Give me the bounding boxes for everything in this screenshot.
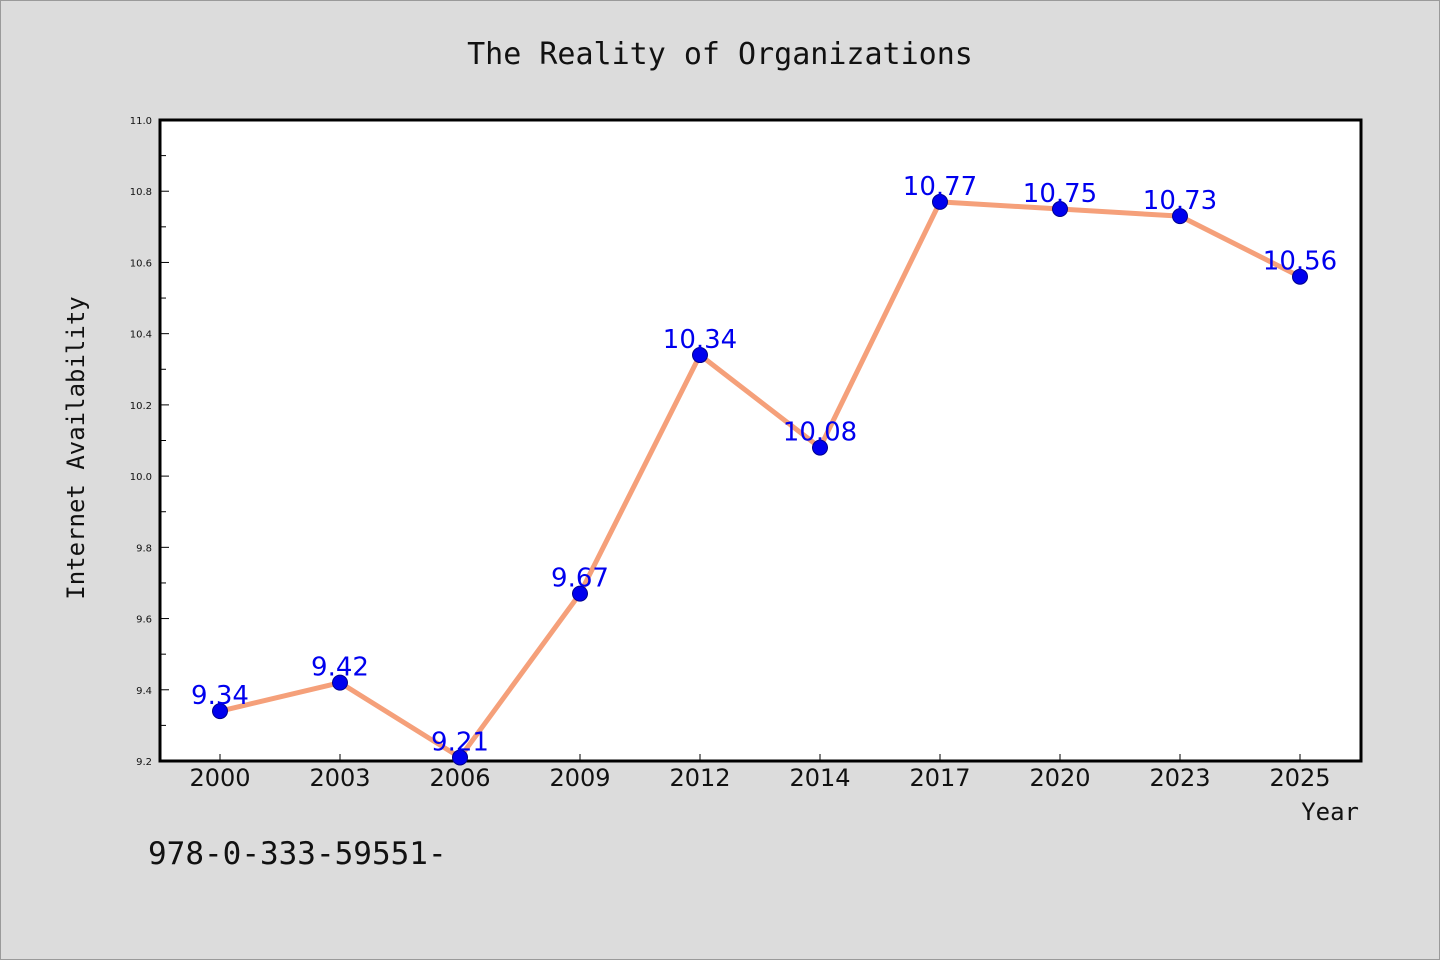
x-tick-label: 2006 bbox=[429, 764, 490, 792]
data-point bbox=[1052, 201, 1068, 218]
data-point bbox=[1172, 208, 1188, 225]
y-tick-label: 10.6 bbox=[130, 258, 152, 269]
y-tick-label: 10.0 bbox=[130, 472, 152, 483]
x-tick-label: 2003 bbox=[309, 764, 370, 792]
y-tick-label: 9.8 bbox=[136, 543, 152, 554]
data-label: 10.08 bbox=[783, 418, 857, 448]
y-axis: 9.2 9.4 9.6 9.8 10.0 10.2 10.4 10.6 10.8 11.0 bbox=[130, 116, 169, 768]
x-tick-label: 2017 bbox=[909, 764, 970, 792]
x-tick-label: 2014 bbox=[789, 764, 850, 792]
data-label: 10.73 bbox=[1143, 186, 1217, 216]
data-label: 10.77 bbox=[903, 172, 977, 202]
data-label: 9.42 bbox=[311, 653, 369, 683]
data-label: 10.34 bbox=[663, 325, 737, 355]
data-label: 9.34 bbox=[191, 681, 249, 711]
y-tick-label: 9.4 bbox=[136, 686, 152, 697]
data-label: 10.75 bbox=[1023, 179, 1097, 209]
x-tick-label: 2012 bbox=[669, 764, 730, 792]
y-axis-label: Internet Availability bbox=[62, 296, 90, 599]
series-layer bbox=[212, 193, 1308, 766]
y-tick-label: 9.6 bbox=[136, 615, 152, 626]
data-point bbox=[452, 749, 468, 766]
y-tick-label: 10.2 bbox=[130, 401, 152, 412]
data-label: 9.67 bbox=[551, 564, 609, 594]
data-point bbox=[1292, 268, 1308, 285]
data-point bbox=[932, 193, 948, 210]
y-tick-label: 11.0 bbox=[130, 116, 152, 127]
y-tick-label: 10.4 bbox=[130, 330, 152, 341]
data-point bbox=[572, 585, 588, 602]
y-tick-label: 9.2 bbox=[136, 757, 152, 768]
x-tick-label: 2023 bbox=[1149, 764, 1210, 792]
data-point bbox=[692, 347, 708, 364]
data-point bbox=[812, 439, 828, 456]
data-label: 9.21 bbox=[431, 727, 489, 757]
y-tick-label: 10.8 bbox=[130, 187, 152, 198]
x-tick-label: 2025 bbox=[1269, 764, 1330, 792]
x-tick-label: 2000 bbox=[189, 764, 250, 792]
data-labels-layer: 9.34 9.42 9.21 9.67 10.34 10.08 10.77 10.75 10.7… bbox=[191, 172, 1337, 758]
data-point bbox=[332, 674, 348, 691]
footer-isbn-text: 978-0-333-59551- bbox=[148, 836, 447, 872]
x-tick-label: 2009 bbox=[549, 764, 610, 792]
x-tick-label: 2020 bbox=[1029, 764, 1090, 792]
data-point bbox=[212, 703, 228, 720]
x-axis-label: Year bbox=[1301, 798, 1359, 826]
series-line bbox=[219, 199, 1302, 760]
plot-area bbox=[158, 118, 1363, 763]
data-label: 10.56 bbox=[1263, 247, 1337, 277]
x-axis: 2000 2003 2006 2009 2012 2014 2017 2020 2023 2025 bbox=[189, 754, 1331, 792]
chart-title: The Reality of Organizations bbox=[467, 37, 973, 72]
